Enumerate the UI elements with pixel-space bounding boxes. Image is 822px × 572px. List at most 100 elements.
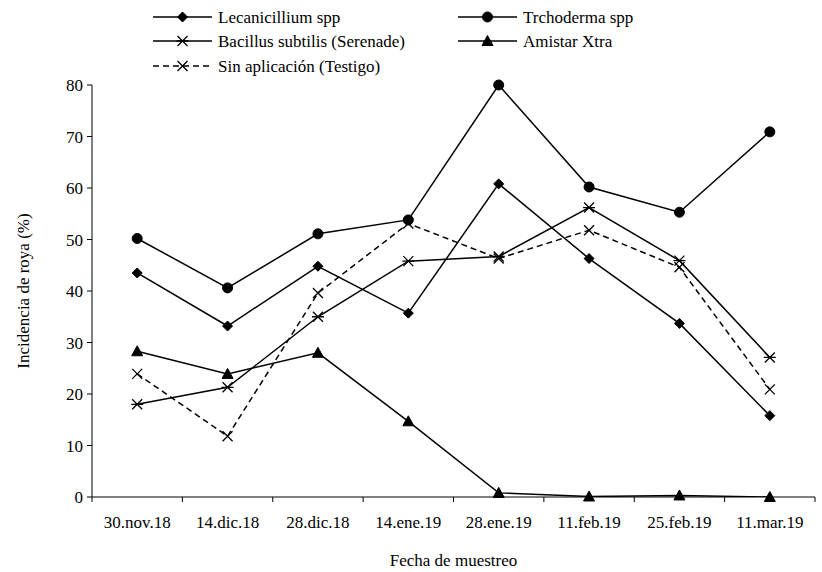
data-point	[494, 80, 504, 90]
x-tick	[92, 497, 93, 502]
data-point	[765, 384, 775, 394]
y-tick	[87, 239, 92, 240]
marker-shape	[403, 308, 413, 318]
x-tick-label: 11.feb.19	[557, 513, 621, 532]
data-point	[223, 431, 233, 441]
lines	[137, 85, 770, 497]
x-tick	[815, 497, 816, 502]
data-point	[222, 368, 233, 378]
marker-shape	[313, 261, 323, 271]
y-tick	[87, 342, 92, 343]
marker-shape	[132, 268, 142, 278]
data-point	[313, 261, 323, 271]
data-point	[403, 416, 414, 426]
data-point	[223, 283, 233, 293]
x-tick	[182, 497, 183, 502]
marker-shape	[584, 254, 594, 264]
x-tick-label: 30.nov.18	[104, 513, 171, 532]
marker-shape	[132, 369, 142, 379]
data-point	[584, 254, 594, 264]
marker-shape	[178, 12, 188, 22]
marker-shape	[583, 203, 595, 213]
x-axis-title: Fecha de muestreo	[390, 551, 517, 570]
series-line	[137, 351, 770, 497]
data-point	[673, 256, 685, 266]
data-point	[312, 312, 324, 322]
marker-shape	[222, 382, 234, 392]
data-point	[223, 321, 233, 331]
data-point	[765, 127, 775, 137]
data-point	[132, 346, 143, 356]
markers	[131, 80, 776, 502]
marker-shape	[674, 490, 685, 500]
data-point	[132, 268, 142, 278]
x-tick	[453, 497, 454, 502]
marker-shape	[493, 487, 504, 497]
marker-shape	[584, 182, 594, 192]
marker-shape	[312, 312, 324, 322]
data-point	[132, 369, 142, 379]
y-tick-label: 10	[66, 437, 83, 456]
y-tick	[87, 85, 92, 86]
x-tick	[363, 497, 364, 502]
y-tick	[87, 394, 92, 395]
data-point	[764, 352, 776, 362]
x-tick	[634, 497, 635, 502]
marker-shape	[494, 80, 504, 90]
marker-shape	[764, 352, 776, 362]
x-tick-label: 25.feb.19	[647, 513, 711, 532]
marker-shape	[177, 36, 189, 46]
legend-label: Sin aplicación (Testigo)	[218, 57, 380, 76]
x-tick-label: 14.dic.18	[196, 513, 259, 532]
legend-label: Amistar Xtra	[523, 32, 613, 51]
legend-marker	[177, 36, 189, 46]
y-tick-label: 50	[66, 231, 83, 250]
data-point	[584, 491, 595, 501]
series-line	[137, 224, 770, 437]
legend-label: Bacillus subtilis (Serenade)	[218, 32, 405, 51]
y-tick	[87, 188, 92, 189]
marker-shape	[131, 399, 143, 409]
data-point	[403, 219, 413, 229]
data-point	[131, 399, 143, 409]
marker-shape	[403, 219, 413, 229]
data-point	[493, 251, 505, 261]
marker-shape	[765, 384, 775, 394]
marker-shape	[674, 207, 684, 217]
x-tick	[543, 497, 544, 502]
data-point	[674, 318, 684, 328]
x-tick	[724, 497, 725, 502]
y-tick-label: 60	[66, 179, 83, 198]
marker-shape	[765, 411, 775, 421]
marker-shape	[493, 251, 505, 261]
legend-marker	[178, 61, 188, 71]
data-point	[313, 288, 323, 298]
legend-label: Lecanicillium spp	[218, 8, 340, 27]
marker-shape	[494, 179, 504, 189]
marker-shape	[132, 233, 142, 243]
data-point	[584, 182, 594, 192]
legend-marker	[178, 12, 188, 22]
x-tick-label: 14.ene.19	[375, 513, 441, 532]
marker-shape	[312, 347, 323, 357]
background	[0, 0, 822, 572]
data-point	[132, 233, 142, 243]
legend: Lecanicillium spp Trchoderma spp Bacillus …	[153, 8, 633, 76]
data-point	[583, 203, 595, 213]
data-point	[765, 411, 775, 421]
marker-shape	[764, 492, 775, 502]
y-tick	[87, 445, 92, 446]
y-tick-label: 40	[66, 282, 83, 301]
marker-shape	[223, 283, 233, 293]
data-point	[402, 256, 414, 266]
marker-shape	[223, 321, 233, 331]
data-point	[222, 382, 234, 392]
marker-shape	[584, 225, 594, 235]
marker-shape	[313, 288, 323, 298]
legend-label: Trchoderma spp	[523, 8, 633, 27]
y-tick-label: 30	[66, 334, 83, 353]
x-tick	[272, 497, 273, 502]
marker-shape	[584, 491, 595, 501]
marker-shape	[674, 262, 684, 272]
marker-shape	[483, 12, 493, 22]
